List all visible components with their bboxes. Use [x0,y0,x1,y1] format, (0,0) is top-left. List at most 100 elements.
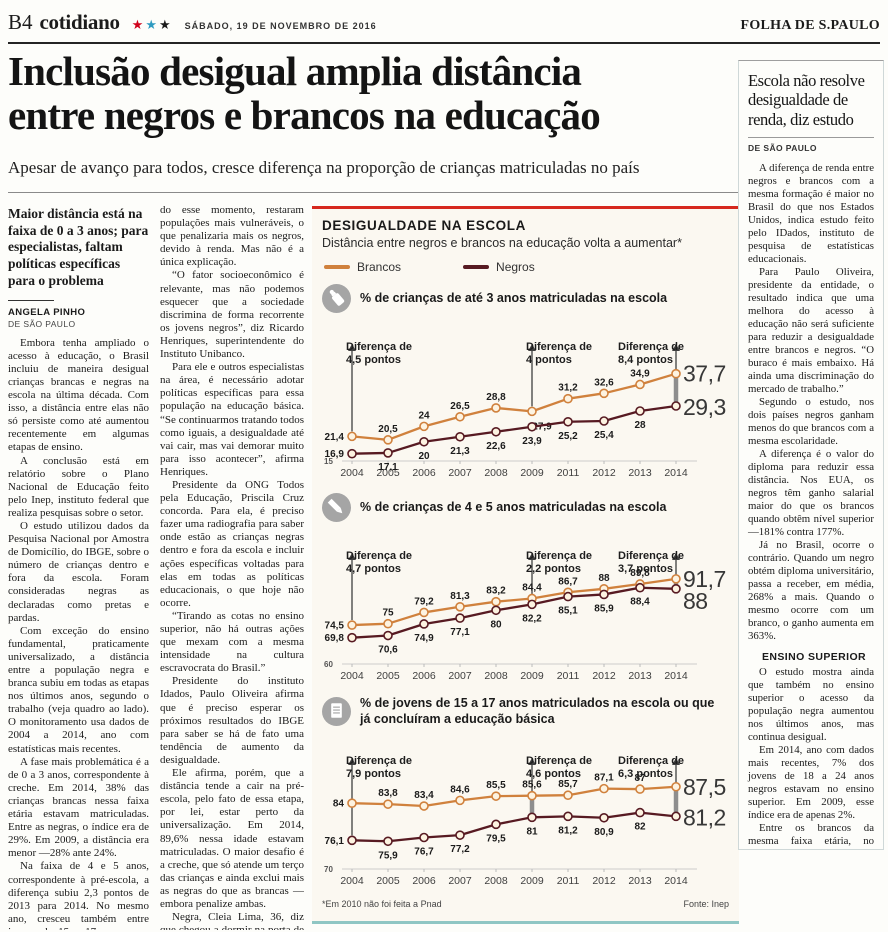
difference-label: Diferença de 6,3 pontos [618,755,685,781]
svg-text:2014: 2014 [664,467,688,479]
svg-text:2009: 2009 [520,467,544,479]
paragraph: O estudo utilizou dados da Pesquisa Naci… [8,519,149,624]
svg-text:2005: 2005 [376,670,400,682]
svg-text:2005: 2005 [376,467,400,479]
svg-text:81: 81 [526,827,538,838]
svg-text:87,5: 87,5 [683,774,726,800]
svg-text:84: 84 [333,799,345,810]
svg-text:20: 20 [418,451,430,462]
chart-svg: 2004 2005 2006 2007 2008 2009 2011 2012 2013 2014… [324,758,726,887]
svg-text:85,7: 85,7 [558,779,578,790]
difference-label: Diferença de 7,9 pontos [346,755,413,781]
svg-text:37,7: 37,7 [683,361,726,387]
svg-text:2014: 2014 [664,875,688,887]
svg-text:87,1: 87,1 [594,773,614,784]
paragraph: Presidente da ONG Todos pela Educação, P… [160,478,304,609]
svg-text:88: 88 [683,588,708,614]
article-body-2: do esse momento, restaram populações mai… [160,204,304,930]
difference-label: Diferença de 4,5 pontos [346,341,413,366]
difference-label: Diferença de 4 pontos [526,341,593,366]
svg-text:85,9: 85,9 [594,603,614,614]
sidebar-byline: DE SÃO PAULO [748,143,817,154]
svg-text:21,4: 21,4 [325,432,345,443]
svg-text:87: 87 [634,773,646,784]
subheadline-rule [8,192,738,193]
svg-text:81,2: 81,2 [683,805,726,831]
svg-text:17,1: 17,1 [378,462,398,473]
svg-text:88,4: 88,4 [630,597,650,608]
charts-container: % de crianças de até 3 anos matriculadas… [322,284,729,891]
svg-text:76,7: 76,7 [414,847,434,858]
difference-label: Diferença de 4,6 pontos [526,755,593,781]
byline-rule [8,299,54,301]
paragraph: Ele afirma, porém, que a distância tende… [160,767,304,910]
paragraph: Já no Brasil, ocorre o contrário. Quando… [748,539,874,643]
svg-text:2004: 2004 [340,875,364,887]
legend-swatch [324,265,350,269]
svg-text:2014: 2014 [664,670,688,682]
svg-text:2012: 2012 [592,875,616,887]
byline-location: DE SÃO PAULO [8,318,76,329]
chart-3: % de jovens de 15 a 17 anos matriculados… [322,696,729,891]
headline-line: desigualdade de [748,90,848,110]
svg-text:60: 60 [324,660,333,669]
svg-text:74,5: 74,5 [325,621,345,632]
difference-label: Diferença de 3,7 pontos [618,550,685,575]
chart-footnote: *Em 2010 não foi feita a Pnad [322,899,442,910]
svg-text:27,9: 27,9 [532,421,552,432]
svg-text:80,9: 80,9 [594,827,614,838]
headline-line: Escola não resolve [748,71,865,90]
subheadline: Apesar de avanço para todos, cresce dife… [8,158,640,177]
section-name: cotidiano [39,10,120,34]
chart-title: % de crianças de 4 e 5 anos matriculadas… [360,499,667,514]
svg-text:32,6: 32,6 [594,377,614,388]
paragraph: Negra, Cleia Lima, 36, diz que chegou a … [160,911,304,930]
difference-label: Diferença de 2,2 pontos [526,550,593,575]
paragraph: O estudo mostra ainda que também no ensi… [748,666,874,744]
svg-text:24: 24 [418,410,430,421]
svg-text:84,6: 84,6 [450,785,470,796]
svg-text:2013: 2013 [628,467,652,479]
svg-text:2012: 2012 [592,467,616,479]
paragraph: A diferença de renda entre negros e bran… [748,162,874,266]
paragraph: A fase mais problemática é a de 0 a 3 an… [8,755,149,860]
svg-text:2007: 2007 [448,467,472,479]
chart-2: % de crianças de 4 e 5 anos matriculadas… [322,493,729,686]
svg-text:69,8: 69,8 [325,633,345,644]
svg-text:2008: 2008 [484,467,508,479]
svg-text:77,2: 77,2 [450,844,470,855]
svg-text:2004: 2004 [340,467,364,479]
svg-text:2007: 2007 [448,670,472,682]
paragraph: “O fator socioeconômico é relevante, mas… [160,269,304,361]
svg-text:2004: 2004 [340,670,364,682]
baby-bottle-icon [322,284,351,313]
paragraph: Embora tenha ampliado o acesso à educaçã… [8,336,149,454]
svg-text:25,4: 25,4 [594,430,614,441]
paragraph: Para ele e outros especialistas na área,… [160,361,304,478]
svg-text:81,2: 81,2 [558,826,578,837]
infographic-title: DESIGUALDADE NA ESCOLA [322,218,526,233]
chart-1: % de crianças de até 3 anos matriculadas… [322,284,729,483]
sidebar-rule [748,137,874,139]
article-column-2: do esse momento, restaram populações mai… [160,204,304,930]
svg-text:15: 15 [324,457,333,466]
pencil-icon [322,493,351,522]
chart-title: % de jovens de 15 a 17 anos matriculados… [360,696,715,726]
difference-label: Diferença de 8,4 pontos [618,341,685,366]
svg-text:2011: 2011 [557,467,580,479]
star-icon: ★ [131,18,146,33]
paragraph: A diferença é o valor do diploma para re… [748,448,874,539]
chart-svg: 2004 2005 2006 2007 2008 2009 2011 2012 2013 2014… [324,344,726,479]
svg-text:2008: 2008 [484,875,508,887]
edition-date: SÁBADO, 19 DE NOVEMBRO DE 2016 [184,21,377,31]
chart-legend: Brancos Negros [324,260,729,274]
sidebar-body-bottom: O estudo mostra ainda que também no ensi… [748,666,874,849]
svg-text:89,8: 89,8 [630,568,650,579]
paragraph: Para Paulo Oliveira, presidente da entid… [748,266,874,396]
article-body-1: Embora tenha ampliado o acesso à educaçã… [8,337,149,930]
star-icon: ★ [145,18,159,33]
chart-source: Fonte: Inep [683,899,729,910]
svg-text:31,2: 31,2 [558,383,578,394]
legend-swatch [463,265,490,269]
